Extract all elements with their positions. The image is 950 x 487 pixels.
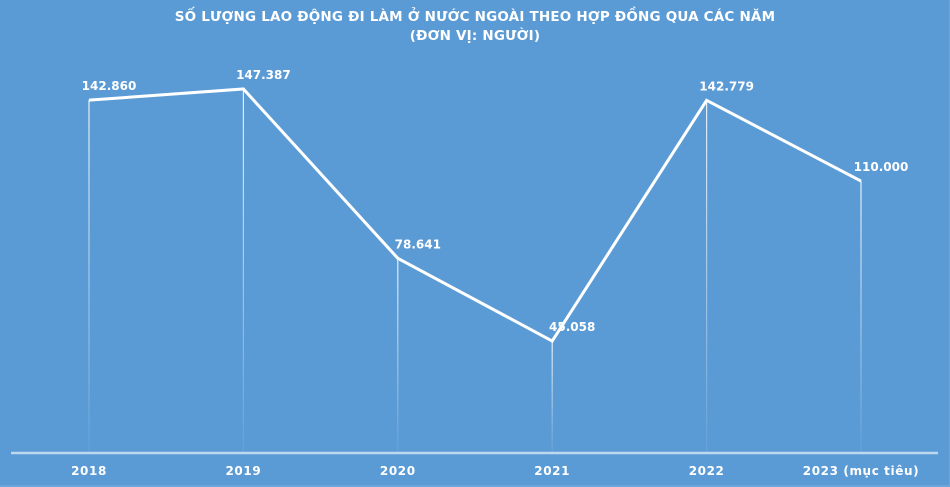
drop-line <box>860 181 862 452</box>
x-axis-label: 2022 <box>689 464 725 478</box>
drop-line <box>88 100 90 453</box>
x-axis-label: 2018 <box>71 464 107 478</box>
x-axis-label: 2023 (mục tiêu) <box>803 464 919 478</box>
data-label: 78.641 <box>395 237 441 251</box>
drop-lines <box>88 88 862 453</box>
chart-title-line-1: SỐ LƯỢNG LAO ĐỘNG ĐI LÀM Ở NƯỚC NGOÀI TH… <box>174 9 776 25</box>
chart-subtitle: (ĐƠN VỊ: NGƯỜI) <box>409 28 541 44</box>
x-axis-label: 2019 <box>225 464 261 478</box>
drop-line <box>706 100 708 452</box>
data-label: 110.000 <box>854 160 909 174</box>
x-axis-label: 2021 <box>534 464 570 478</box>
data-label: 142.860 <box>82 79 137 93</box>
drop-line <box>242 88 244 453</box>
drop-line <box>397 258 399 452</box>
drop-line <box>551 341 553 452</box>
chart-title: SỐ LƯỢNG LAO ĐỘNG ĐI LÀM Ở NƯỚC NGOÀI TH… <box>0 8 950 46</box>
data-label: 45.058 <box>549 320 595 334</box>
data-label: 142.779 <box>699 79 754 93</box>
series-line <box>88 87 862 343</box>
x-axis-label: 2020 <box>380 464 416 478</box>
x-axis-labels: 2018 2019 2020 2021 2022 2023 (mục tiêu) <box>71 464 919 478</box>
data-label: 147.387 <box>236 68 291 82</box>
data-labels: 142.860 147.387 78.641 45.058 142.779 110.000 <box>82 68 909 334</box>
